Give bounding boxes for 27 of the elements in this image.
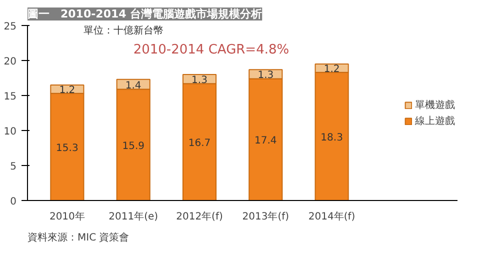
y-tick-label: 25 xyxy=(4,22,17,32)
y-tick-label: 5 xyxy=(10,162,17,172)
data-label: 15.3 xyxy=(56,142,78,154)
data-label: 1.3 xyxy=(192,75,208,86)
x-tick-label: 2012年(f) xyxy=(176,210,223,222)
data-label: 15.9 xyxy=(122,140,144,152)
x-tick-label: 2011年(e) xyxy=(108,210,158,222)
x-tick-label: 2010年 xyxy=(49,210,85,222)
y-tick-label: 20 xyxy=(4,56,17,68)
data-label: 1.2 xyxy=(324,64,340,76)
data-label: 17.4 xyxy=(254,136,277,147)
data-label: 18.3 xyxy=(320,132,343,144)
annotation: 2010-2014 CAGR=4.8% xyxy=(133,42,290,58)
y-tick-label: 0 xyxy=(10,196,17,208)
chart-title: 圖一 2010-2014 台灣電腦遊戲市場規模分析 xyxy=(28,8,262,20)
source-note: 資料來源：MIC 資策會 xyxy=(28,232,130,244)
legend-label: 線上遊戲 xyxy=(415,114,455,128)
y-tick-label: 10 xyxy=(4,126,17,138)
y-tick-label: 15 xyxy=(4,92,17,102)
data-label: 1.4 xyxy=(125,80,142,92)
data-label: 1.2 xyxy=(59,85,76,96)
x-tick-label: 2013年(f) xyxy=(242,210,290,222)
annotation: 單位：十億新台幣 xyxy=(84,24,164,37)
x-tick-label: 2014年(f) xyxy=(308,210,356,222)
data-label: 16.7 xyxy=(188,138,211,150)
legend-label: 單機遊戲 xyxy=(415,98,455,112)
data-label: 1.3 xyxy=(258,70,274,82)
